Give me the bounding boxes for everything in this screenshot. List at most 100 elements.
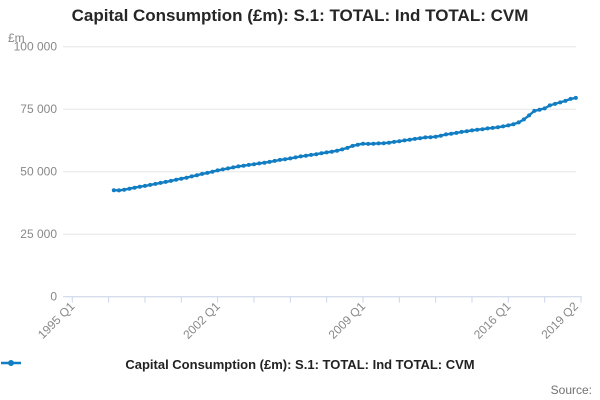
data-point[interactable] [241,163,246,168]
data-point[interactable] [117,188,121,193]
data-point[interactable] [132,185,137,190]
data-point[interactable] [376,141,381,146]
data-point[interactable] [444,132,448,137]
data-point[interactable] [215,168,220,173]
data-point[interactable] [262,160,267,165]
data-point[interactable] [293,155,298,160]
y-tick-label: 75 000 [20,102,57,116]
data-point[interactable] [511,122,516,127]
data-point[interactable] [475,127,480,132]
data-point[interactable] [397,139,402,144]
data-point[interactable] [386,140,391,145]
data-point[interactable] [480,127,485,132]
data-point[interactable] [490,125,495,130]
data-point[interactable] [174,177,179,182]
data-point[interactable] [355,142,360,147]
legend-marker-icon [1,360,21,366]
data-point[interactable] [573,95,578,100]
data-point[interactable] [553,101,557,106]
data-point[interactable] [267,159,272,164]
data-point[interactable] [454,130,459,135]
legend-item[interactable]: Capital Consumption (£m): S.1: TOTAL: In… [0,357,600,372]
data-point[interactable] [527,113,532,118]
data-point[interactable] [412,136,417,141]
data-point[interactable] [464,129,469,134]
data-point[interactable] [381,141,386,146]
data-point[interactable] [428,135,433,140]
data-point[interactable] [501,124,506,129]
data-point[interactable] [137,184,142,189]
data-point[interactable] [111,188,116,193]
data-point[interactable] [340,147,345,152]
data-point[interactable] [335,148,339,153]
data-point[interactable] [324,150,329,155]
data-point[interactable] [470,128,474,133]
data-point[interactable] [168,178,173,183]
data-point[interactable] [532,108,537,113]
data-point[interactable] [288,156,293,161]
data-point[interactable] [309,152,314,157]
data-point[interactable] [542,106,547,111]
data-point[interactable] [485,126,490,131]
data-point[interactable] [257,161,262,166]
data-point[interactable] [179,176,184,181]
data-point[interactable] [329,149,334,154]
data-point[interactable] [158,180,163,185]
data-point[interactable] [210,169,215,174]
data-point[interactable] [314,152,319,157]
data-point[interactable] [516,120,521,125]
data-point[interactable] [547,103,552,108]
data-point[interactable] [563,98,568,103]
data-point[interactable] [350,143,355,148]
data-point[interactable] [407,137,412,142]
data-point[interactable] [127,186,132,191]
data-point[interactable] [153,181,158,186]
data-point[interactable] [495,125,500,130]
data-point[interactable] [184,175,189,180]
series-markers[interactable] [111,95,578,193]
data-point[interactable] [303,153,308,158]
data-point[interactable] [143,183,147,188]
data-point[interactable] [521,117,526,122]
data-point[interactable] [205,170,210,175]
data-point[interactable] [298,154,303,159]
data-point[interactable] [236,164,241,169]
data-point[interactable] [371,141,376,146]
data-point[interactable] [277,157,282,162]
data-point[interactable] [361,141,365,146]
data-point[interactable] [163,179,168,184]
data-point[interactable] [418,136,423,141]
data-point[interactable] [423,135,428,140]
series-line[interactable] [112,96,577,192]
data-point[interactable] [459,129,464,134]
data-point[interactable] [189,174,194,179]
y-axis-unit-label: £m [8,31,25,45]
data-point[interactable] [345,145,350,150]
data-point[interactable] [148,182,153,187]
data-point[interactable] [537,107,542,112]
y-tick-label: 25 000 [20,227,57,241]
data-point[interactable] [506,123,511,128]
data-point[interactable] [433,134,438,139]
data-point[interactable] [194,173,199,178]
data-point[interactable] [319,151,324,156]
data-point[interactable] [226,166,230,171]
data-point[interactable] [392,139,397,144]
data-point[interactable] [272,158,277,163]
data-point[interactable] [568,96,573,101]
chart-title: Capital Consumption (£m): S.1: TOTAL: In… [71,6,529,25]
data-point[interactable] [220,167,225,172]
x-tick-label: 2009 Q1 [326,299,369,342]
data-point[interactable] [438,133,443,138]
data-point[interactable] [122,187,127,192]
data-point[interactable] [449,131,454,136]
data-point[interactable] [283,157,288,162]
data-point[interactable] [231,165,236,170]
data-point[interactable] [558,100,563,105]
data-point[interactable] [246,162,251,167]
data-point[interactable] [200,171,205,176]
data-point[interactable] [366,141,371,146]
data-point[interactable] [252,162,256,167]
data-point[interactable] [402,138,407,143]
